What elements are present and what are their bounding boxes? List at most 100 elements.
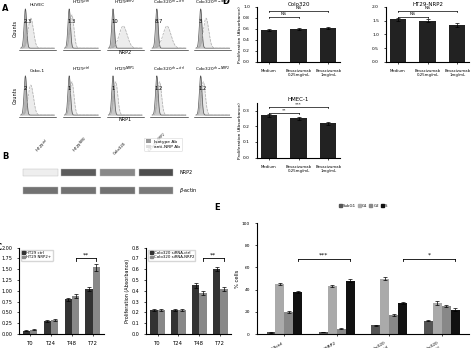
Bar bbox=[23, 168, 57, 176]
Title: Colo320$^{sh-NRP2}$: Colo320$^{sh-NRP2}$ bbox=[195, 65, 230, 74]
Bar bbox=[389, 315, 398, 334]
Title: Colo320$^{sh-ctrl}$: Colo320$^{sh-ctrl}$ bbox=[153, 65, 185, 74]
Bar bbox=[390, 19, 406, 62]
Y-axis label: Counts: Counts bbox=[13, 87, 18, 104]
Bar bbox=[451, 310, 460, 334]
Y-axis label: Counts: Counts bbox=[13, 20, 18, 37]
Title: HT29$^{ctrl}$: HT29$^{ctrl}$ bbox=[72, 0, 91, 7]
Bar bbox=[139, 168, 173, 176]
Text: 2.3: 2.3 bbox=[23, 19, 32, 24]
Bar bbox=[178, 310, 186, 334]
Y-axis label: % cells: % cells bbox=[235, 269, 240, 288]
Text: ***: *** bbox=[295, 102, 302, 106]
Bar bbox=[419, 21, 436, 62]
Bar bbox=[100, 187, 135, 194]
Bar bbox=[319, 332, 328, 334]
Title: Colo320: Colo320 bbox=[287, 2, 310, 7]
Text: A: A bbox=[2, 3, 9, 13]
Text: 1.2: 1.2 bbox=[155, 86, 163, 91]
Text: 1.3: 1.3 bbox=[67, 19, 75, 24]
Bar bbox=[261, 116, 277, 158]
Bar bbox=[139, 187, 173, 194]
Bar bbox=[23, 187, 57, 194]
Text: ***: *** bbox=[319, 253, 328, 258]
Bar bbox=[85, 289, 93, 334]
Text: 1: 1 bbox=[67, 86, 71, 91]
Bar bbox=[320, 28, 337, 62]
Bar bbox=[346, 281, 355, 334]
Bar bbox=[171, 310, 178, 334]
Text: **: ** bbox=[210, 253, 217, 258]
Bar bbox=[328, 286, 337, 334]
Text: HT29$^{NRP2}$: HT29$^{NRP2}$ bbox=[71, 135, 91, 156]
Title: HT29$^{ctrl}$: HT29$^{ctrl}$ bbox=[72, 65, 91, 74]
Bar bbox=[150, 310, 157, 334]
Text: NS: NS bbox=[295, 6, 301, 10]
Text: 3: 3 bbox=[199, 19, 202, 24]
Text: 10: 10 bbox=[111, 19, 118, 24]
Bar bbox=[291, 119, 307, 158]
Bar bbox=[433, 303, 442, 334]
Bar bbox=[380, 278, 389, 334]
Text: B: B bbox=[2, 152, 9, 161]
Text: NS: NS bbox=[425, 6, 430, 10]
X-axis label: NRP1: NRP1 bbox=[118, 117, 132, 122]
Text: **: ** bbox=[282, 108, 286, 112]
Bar bbox=[93, 267, 100, 334]
Title: HUVEC: HUVEC bbox=[30, 2, 45, 7]
Bar bbox=[64, 300, 72, 334]
Text: C: C bbox=[0, 243, 1, 252]
Bar bbox=[337, 329, 346, 334]
Text: **: ** bbox=[83, 253, 89, 258]
Y-axis label: Proliferation (Absorbance): Proliferation (Absorbance) bbox=[237, 102, 242, 159]
Bar bbox=[62, 168, 96, 176]
Y-axis label: Proliferation (Absorbance): Proliferation (Absorbance) bbox=[237, 6, 242, 63]
Text: 1.2: 1.2 bbox=[199, 86, 207, 91]
Bar bbox=[398, 303, 407, 334]
Legend: Isotype Ab, anti-NRP Ab: Isotype Ab, anti-NRP Ab bbox=[145, 137, 182, 151]
Y-axis label: Proliferation (Absorbance): Proliferation (Absorbance) bbox=[125, 259, 130, 323]
X-axis label: NRP2: NRP2 bbox=[118, 50, 132, 55]
Text: D: D bbox=[222, 0, 229, 6]
Text: NS: NS bbox=[410, 12, 416, 16]
Text: Colo320: Colo320 bbox=[112, 141, 127, 156]
Title: HT29-NRP2: HT29-NRP2 bbox=[412, 2, 443, 7]
Bar bbox=[320, 123, 337, 158]
Title: Cako-1: Cako-1 bbox=[30, 70, 45, 73]
Bar bbox=[100, 168, 135, 176]
Bar bbox=[293, 292, 302, 334]
Bar bbox=[44, 321, 51, 334]
Bar bbox=[372, 325, 380, 334]
Bar bbox=[213, 269, 220, 334]
Text: $\beta$-actin: $\beta$-actin bbox=[179, 186, 198, 195]
Bar bbox=[275, 284, 284, 334]
Bar bbox=[261, 30, 277, 62]
Text: *: * bbox=[428, 253, 430, 258]
Text: 8.7: 8.7 bbox=[155, 19, 163, 24]
Bar bbox=[157, 310, 165, 334]
Text: 1: 1 bbox=[111, 86, 114, 91]
Bar bbox=[23, 331, 30, 334]
Bar bbox=[424, 321, 433, 334]
Title: HT29$^{NRP2}$: HT29$^{NRP2}$ bbox=[115, 0, 136, 7]
Text: 2: 2 bbox=[23, 86, 27, 91]
Title: HMEC-1: HMEC-1 bbox=[288, 97, 309, 102]
Bar bbox=[192, 285, 200, 334]
Text: Colo320$^{NRP2}$: Colo320$^{NRP2}$ bbox=[146, 131, 170, 156]
Bar bbox=[200, 293, 207, 334]
Bar bbox=[291, 29, 307, 62]
Legend: SubG1, G1, G2, S: SubG1, G1, G2, S bbox=[338, 203, 388, 208]
Bar bbox=[72, 296, 79, 334]
Title: Colo320$^{sh-ctrl}$: Colo320$^{sh-ctrl}$ bbox=[153, 0, 185, 7]
Text: NS: NS bbox=[281, 12, 287, 16]
Text: NRP2: NRP2 bbox=[179, 170, 192, 175]
Text: HT29$^{ctrl}$: HT29$^{ctrl}$ bbox=[33, 137, 51, 156]
Legend: HT29 ctrl, HT29 NRP2+: HT29 ctrl, HT29 NRP2+ bbox=[21, 250, 53, 261]
Legend: Colo320 siRNA-ctrl, Colo320 siRNA-NRP2: Colo320 siRNA-ctrl, Colo320 siRNA-NRP2 bbox=[148, 250, 195, 261]
Bar bbox=[449, 25, 465, 62]
Bar bbox=[266, 332, 275, 334]
Bar bbox=[220, 289, 228, 334]
Title: HT29$^{NRP1}$: HT29$^{NRP1}$ bbox=[115, 65, 136, 74]
Title: Colo320$^{sh-NRP2}$: Colo320$^{sh-NRP2}$ bbox=[195, 0, 230, 7]
Text: E: E bbox=[214, 203, 220, 212]
